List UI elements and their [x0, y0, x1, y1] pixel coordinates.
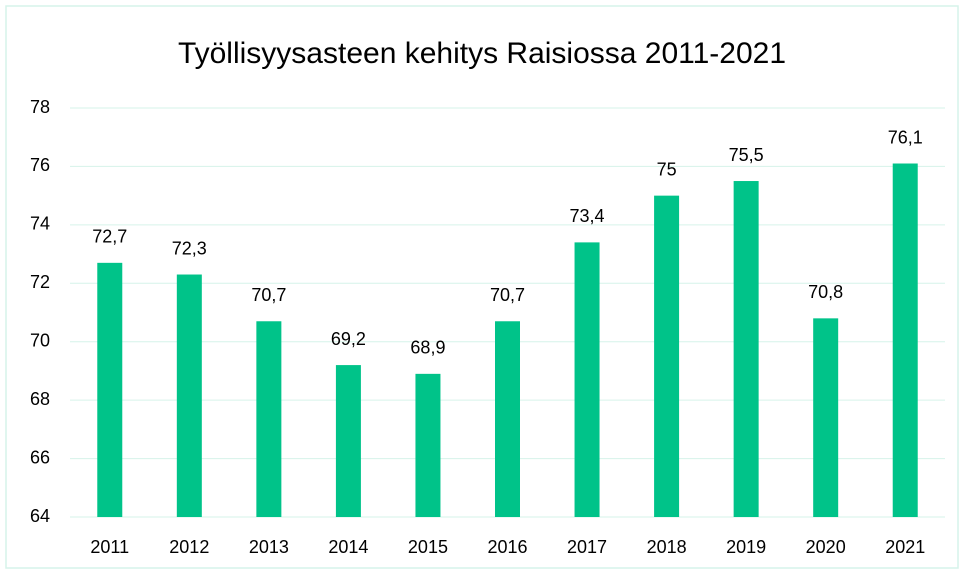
value-label: 75,5: [729, 145, 764, 165]
value-label: 72,3: [172, 238, 207, 258]
bar: [495, 321, 520, 517]
value-label: 69,2: [331, 329, 366, 349]
y-tick-label: 76: [30, 155, 50, 175]
value-label: 72,7: [92, 227, 127, 247]
bar: [176, 274, 202, 517]
chart-title: Työllisyysasteen kehitys Raisiossa 2011-…: [178, 37, 786, 70]
y-tick-label: 66: [30, 447, 50, 467]
y-tick-label: 78: [30, 97, 50, 117]
bar: [415, 373, 441, 517]
value-label: 73,4: [570, 206, 605, 226]
y-tick-label: 64: [30, 506, 50, 526]
value-label: 70,7: [490, 285, 525, 305]
bar: [813, 318, 839, 517]
bar: [654, 195, 680, 517]
y-tick-label: 68: [30, 389, 50, 409]
bar: [892, 163, 918, 517]
value-label: 75: [657, 159, 677, 179]
y-tick-label: 70: [30, 330, 50, 350]
value-label: 68,9: [410, 338, 445, 358]
x-tick-label: 2014: [328, 537, 368, 557]
bar: [574, 242, 600, 517]
x-tick-label: 2016: [487, 537, 527, 557]
bar: [335, 365, 361, 517]
bar: [97, 262, 123, 517]
x-tick-label: 2015: [408, 537, 448, 557]
y-tick-label: 74: [30, 214, 50, 234]
bar: [733, 181, 759, 518]
x-tick-label: 2012: [169, 537, 209, 557]
x-tick-label: 2021: [885, 537, 925, 557]
x-tick-label: 2017: [567, 537, 607, 557]
bar: [256, 321, 282, 517]
x-tick-label: 2011: [90, 537, 129, 557]
y-tick-label: 72: [30, 272, 50, 292]
value-label: 70,7: [251, 285, 286, 305]
x-tick-label: 2020: [806, 537, 846, 557]
x-tick-label: 2013: [249, 537, 289, 557]
value-label: 70,8: [808, 282, 843, 302]
value-label: 76,1: [888, 127, 923, 147]
x-tick-label: 2018: [647, 537, 687, 557]
x-tick-label: 2019: [726, 537, 766, 557]
chart-border: [5, 5, 959, 569]
